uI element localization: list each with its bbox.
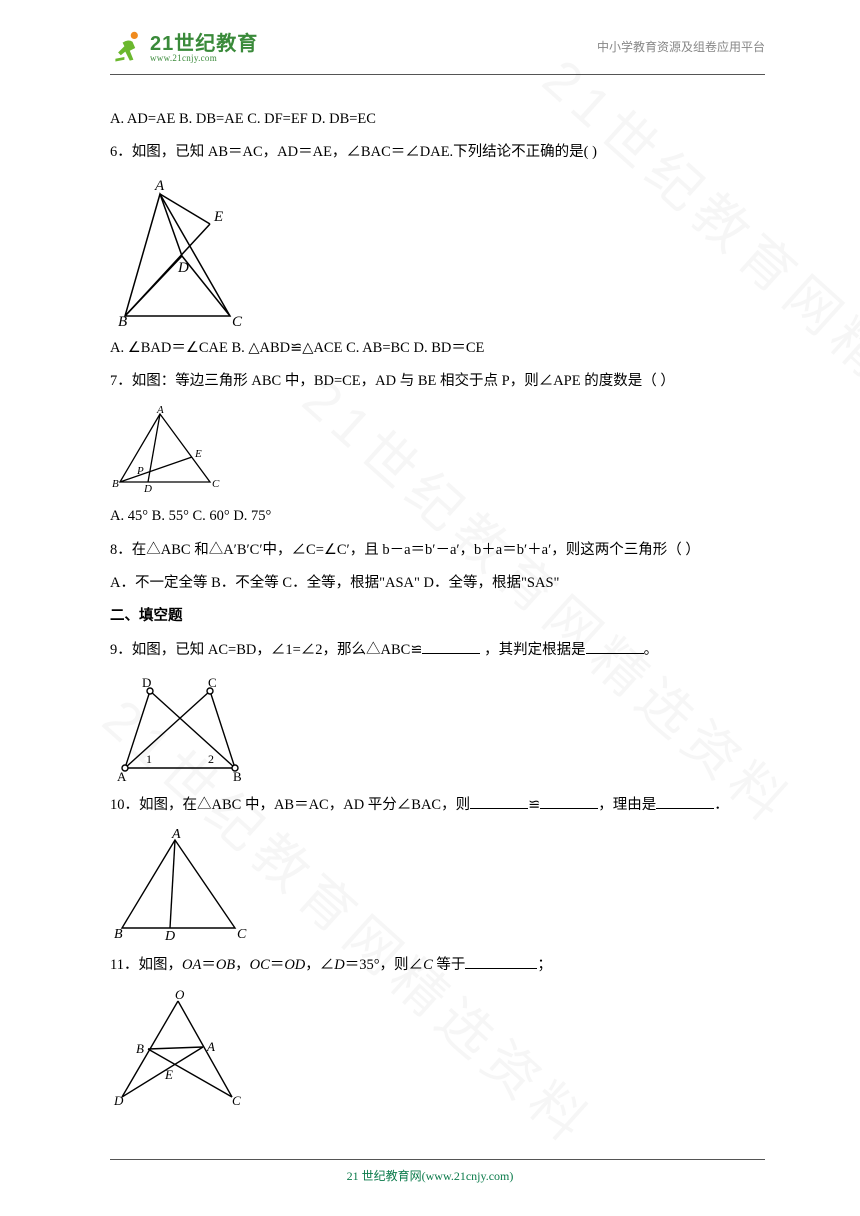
q11-f: OC bbox=[250, 957, 270, 973]
logo-url: www.21cnjy.com bbox=[150, 54, 258, 63]
q11-text: 11．如图，OA＝OB，OC＝OD，∠D＝35°，则∠C 等于； bbox=[110, 949, 765, 982]
svg-text:2: 2 bbox=[208, 752, 214, 766]
runner-icon bbox=[110, 30, 146, 66]
page-header: 21世纪教育 www.21cnjy.com 中小学教育资源及组卷应用平台 bbox=[110, 30, 765, 66]
svg-text:D: D bbox=[177, 260, 189, 276]
q7-options: A. 45° B. 55° C. 60° D. 75° bbox=[110, 500, 765, 533]
svg-text:C: C bbox=[232, 1093, 241, 1108]
svg-text:B: B bbox=[112, 478, 119, 490]
q9-part-a: 9．如图，已知 AC=BD，∠1=∠2，那么△ABC≌ bbox=[110, 642, 422, 658]
svg-text:P: P bbox=[136, 465, 144, 477]
svg-text:B: B bbox=[233, 769, 242, 783]
svg-text:A: A bbox=[206, 1039, 215, 1054]
q9-text: 9．如图，已知 AC=BD，∠1=∠2，那么△ABC≌ ，其判定根据是 。 bbox=[110, 634, 765, 667]
svg-text:A: A bbox=[117, 769, 127, 783]
q11-m: 等于 bbox=[433, 957, 466, 973]
footer-text: 21 世纪教育网(www.21cnjy.com) bbox=[347, 1169, 514, 1183]
blank bbox=[586, 638, 644, 654]
q11-h: OD bbox=[284, 957, 305, 973]
footer-divider bbox=[110, 1159, 765, 1160]
q6-options: A. ∠BAD＝∠CAE B. △ABD≌△ACE C. AB=BC D. BD… bbox=[110, 332, 765, 365]
logo: 21世纪教育 www.21cnjy.com bbox=[110, 30, 258, 66]
q11-e: ， bbox=[235, 957, 250, 973]
svg-text:B: B bbox=[114, 927, 123, 942]
q10-part-a: 10．如图，在△ABC 中，AB＝AC，AD 平分∠BAC，则 bbox=[110, 797, 470, 813]
svg-text:C: C bbox=[208, 675, 217, 690]
q7-figure: A B C D E P bbox=[110, 404, 765, 494]
q9-part-c: 。 bbox=[644, 642, 659, 658]
q11-l: C bbox=[423, 957, 433, 973]
q11-a: 11．如图， bbox=[110, 957, 182, 973]
q6-text: 6．如图，已知 AB＝AC，AD＝AE，∠BAC＝∠DAE.下列结论不正确的是(… bbox=[110, 136, 765, 169]
svg-text:D: D bbox=[164, 929, 175, 943]
blank bbox=[465, 954, 537, 970]
q11-b: OA bbox=[182, 957, 201, 973]
svg-text:B: B bbox=[136, 1041, 144, 1056]
header-divider bbox=[110, 74, 765, 75]
q11-i: ，∠ bbox=[305, 957, 334, 973]
q10-part-c: ，理由是 bbox=[598, 797, 656, 813]
content-body: A. AD=AE B. DB=AE C. DF=EF D. DB=EC 6．如图… bbox=[110, 103, 765, 1109]
q11-c: ＝ bbox=[201, 957, 216, 973]
logo-title: 21世纪教育 bbox=[150, 34, 258, 54]
svg-text:A: A bbox=[154, 178, 165, 194]
q10-part-b: ≌ bbox=[528, 797, 540, 813]
svg-text:A: A bbox=[171, 828, 181, 842]
svg-text:O: O bbox=[175, 989, 185, 1002]
q5-options: A. AD=AE B. DB=AE C. DF=EF D. DB=EC bbox=[110, 103, 765, 136]
q10-text: 10．如图，在△ABC 中，AB＝AC，AD 平分∠BAC，则 ≌ ，理由是 ． bbox=[110, 789, 765, 822]
page-footer: 21 世纪教育网(www.21cnjy.com) bbox=[0, 1159, 860, 1188]
blank bbox=[656, 793, 714, 809]
q9-figure: A B D C 1 2 bbox=[110, 673, 765, 783]
svg-text:D: D bbox=[142, 675, 151, 690]
blank bbox=[540, 793, 598, 809]
q11-j: D bbox=[334, 957, 344, 973]
q8-options: A．不一定全等 B．不全等 C．全等，根据"ASA" D．全等，根据"SAS" bbox=[110, 567, 765, 600]
svg-text:D: D bbox=[113, 1093, 124, 1108]
q9-part-b: ，其判定根据是 bbox=[480, 642, 585, 658]
svg-text:A: A bbox=[156, 404, 164, 416]
q10-figure: A B C D bbox=[110, 828, 765, 943]
blank bbox=[470, 793, 528, 809]
svg-text:1: 1 bbox=[146, 752, 152, 766]
header-right-text: 中小学教育资源及组卷应用平台 bbox=[597, 38, 765, 57]
q10-part-d: ． bbox=[714, 797, 729, 813]
q11-figure: O B A D C E bbox=[110, 989, 765, 1109]
q11-d: OB bbox=[216, 957, 235, 973]
svg-text:C: C bbox=[212, 478, 220, 490]
svg-text:D: D bbox=[143, 483, 152, 494]
svg-text:C: C bbox=[232, 314, 243, 326]
q6-figure: A E D B C bbox=[110, 176, 765, 326]
svg-text:C: C bbox=[237, 927, 247, 942]
q11-k: ＝35°，则∠ bbox=[345, 957, 423, 973]
section-2-title: 二、填空题 bbox=[110, 600, 765, 633]
q8-text: 8．在△ABC 和△A′B′C′中，∠C=∠C′，且 b－a＝b′－a′，b＋a… bbox=[110, 534, 765, 567]
svg-text:B: B bbox=[118, 314, 127, 326]
q11-g: ＝ bbox=[270, 957, 285, 973]
q11-n: ； bbox=[537, 957, 552, 973]
svg-text:E: E bbox=[194, 448, 202, 460]
blank bbox=[422, 638, 480, 654]
svg-text:E: E bbox=[164, 1067, 173, 1082]
svg-text:E: E bbox=[213, 209, 223, 225]
q7-text: 7．如图：等边三角形 ABC 中，BD=CE，AD 与 BE 相交于点 P，则∠… bbox=[110, 365, 765, 398]
